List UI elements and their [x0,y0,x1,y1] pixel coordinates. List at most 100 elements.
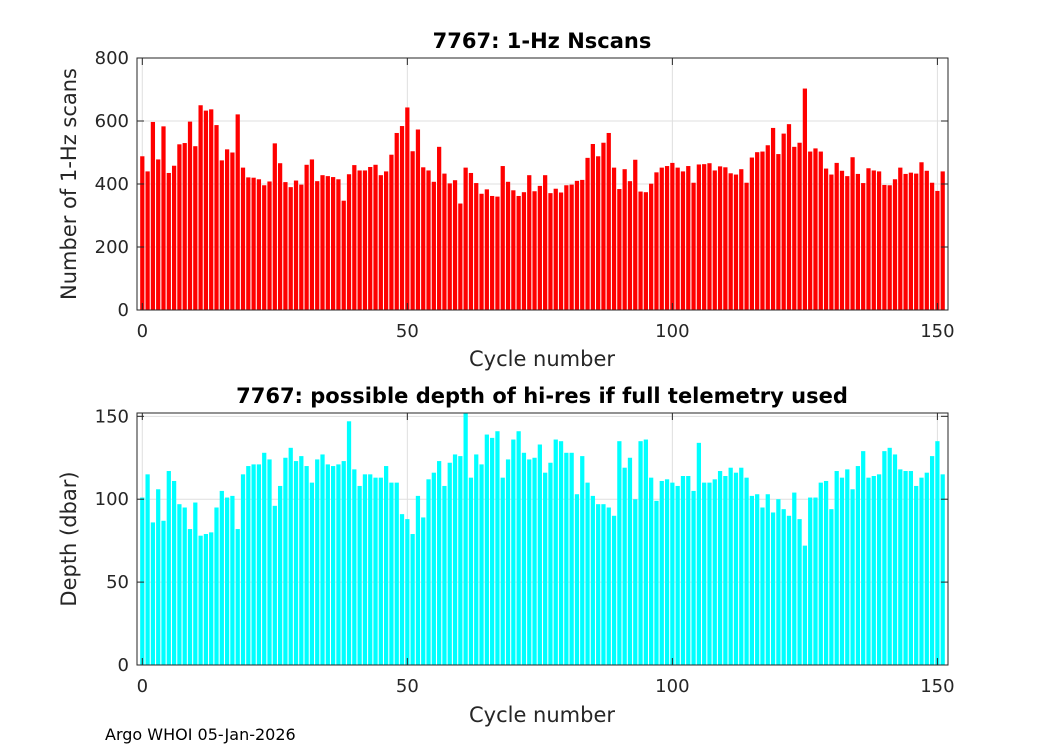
bar [421,167,426,310]
y-tick-label: 50 [106,572,129,593]
bar [288,187,293,310]
footer-credit: Argo WHOI 05-Jan-2026 [105,725,296,744]
bar [368,474,373,665]
bar [654,172,659,310]
bar [490,437,495,665]
bar [256,179,262,310]
bar [617,189,622,310]
bar [892,454,898,665]
bar [739,169,744,310]
bar [569,452,574,665]
bar [781,133,786,310]
bar [527,459,532,665]
bar [140,497,145,665]
bar [670,162,675,310]
bar [251,464,256,665]
bar [855,173,861,310]
bar [415,495,421,665]
bar [558,192,564,310]
bar [823,168,829,310]
chart-title-depth: 7767: possible depth of hi-res if full t… [236,384,848,408]
bar [246,466,251,665]
bar [596,504,601,665]
bar [219,160,224,310]
bar [574,494,580,665]
bar [702,164,707,310]
bar [320,454,325,665]
bar [702,482,707,665]
bar [288,447,293,665]
bar [627,181,633,310]
bar [405,107,410,310]
bar [182,143,187,310]
bar [214,507,219,665]
bar [495,196,500,310]
bar [802,88,808,311]
bar [140,156,145,310]
bar [611,515,617,665]
bar [739,467,744,665]
bar [638,441,643,665]
bar [733,472,739,665]
bar [543,175,548,310]
bar [415,129,421,310]
bar [686,476,691,665]
bar [145,474,150,665]
bar [903,173,908,310]
bar [352,165,357,310]
bar [521,192,527,310]
bar [585,157,590,310]
xticks-nscans: 0 50 100 150 [137,58,955,342]
bar [723,167,728,310]
bar [389,154,394,310]
bar [680,171,686,310]
bar [378,175,383,310]
bar [224,149,230,310]
bar [871,476,876,665]
bar [829,174,834,310]
bar [792,146,797,310]
bar [765,494,770,665]
bar [368,166,373,310]
bar [792,492,797,665]
bar [664,166,670,310]
x-tick-label: 150 [920,676,954,697]
x-tick-label: 150 [920,321,954,342]
bar [325,176,330,310]
bar [818,482,823,665]
bar [892,179,898,310]
bar [171,165,177,310]
bar [193,146,198,310]
bar [898,469,903,665]
bar [728,467,733,665]
bar [760,507,765,665]
bar [474,183,479,310]
bar [781,509,786,665]
bar [574,180,580,310]
bar [431,472,436,665]
bar [770,512,776,665]
bar [209,532,214,665]
bar [924,170,929,310]
bar [914,173,919,310]
bar [198,105,203,310]
bar [161,520,166,665]
bars-nscans [140,88,945,311]
bar [346,421,352,665]
bar [272,505,277,665]
bar [267,459,272,665]
y-tick-label: 600 [95,111,129,132]
bar [940,474,945,665]
bar [293,461,299,665]
bar [707,163,712,310]
bar [834,162,839,310]
bar [426,170,431,310]
bar [829,509,834,665]
bar [818,151,823,310]
bar [717,166,723,310]
bar [590,495,595,665]
bar [659,167,664,310]
bar [256,464,262,665]
bar [765,145,770,310]
bar [177,504,182,665]
